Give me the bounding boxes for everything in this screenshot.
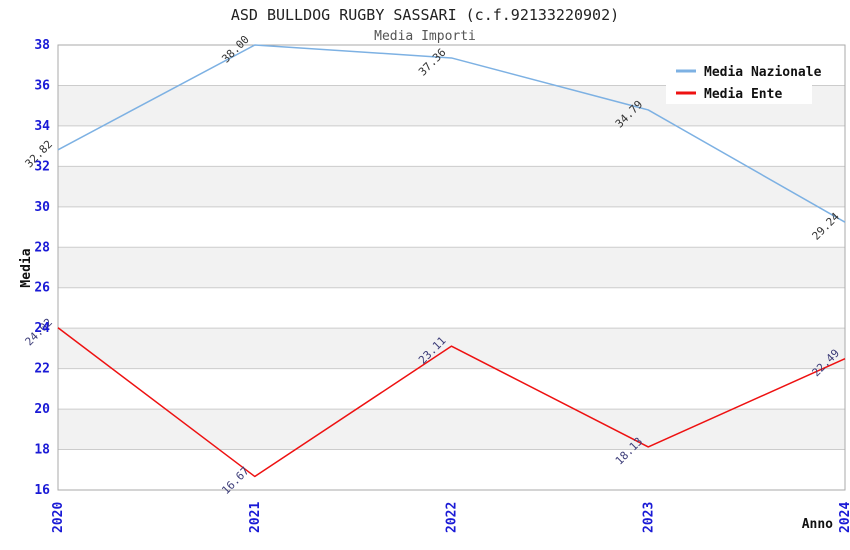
plot-frame: [57, 44, 846, 491]
y-tick-label: 36: [34, 78, 50, 93]
y-tick-label: 24: [34, 321, 50, 336]
plot-band: [58, 287, 845, 329]
y-tick-label: 22: [34, 362, 50, 377]
x-tick-label: 2024: [838, 502, 850, 533]
plot-band: [58, 125, 845, 167]
chart-title: ASD BULLDOG RUGBY SASSARI (c.f.921332209…: [231, 6, 619, 24]
legend-label-media-ente: Media Ente: [704, 87, 782, 102]
y-tick-label: 16: [34, 483, 50, 498]
y-tick-label: 30: [34, 200, 50, 215]
plot-band: [58, 328, 845, 369]
series-layer: [57, 44, 846, 478]
chart-subtitle: Media Importi: [374, 29, 476, 44]
y-tick-label: 20: [34, 402, 50, 417]
frame-layer: [57, 44, 846, 491]
y-tick-label: 28: [34, 240, 50, 255]
plot-band: [58, 206, 845, 248]
plot-band: [58, 449, 845, 490]
y-tick-label: 32: [34, 159, 50, 174]
plot-band: [58, 247, 845, 288]
x-axis-label: Anno: [802, 517, 833, 532]
series-line-media-ente: [57, 327, 846, 478]
series-line-media-nazionale: [57, 44, 846, 223]
y-tick-label: 34: [34, 119, 50, 134]
y-tick-label: 38: [34, 38, 50, 53]
x-tick-label: 2022: [445, 502, 460, 533]
band-layer: [58, 45, 845, 490]
y-axis-label: Media: [19, 248, 34, 287]
plot-band: [58, 409, 845, 450]
plot-band: [58, 166, 845, 207]
legend-box: [666, 54, 812, 104]
legend: Media Nazionale Media Ente: [666, 54, 822, 104]
y-tick-label: 18: [34, 443, 50, 458]
y-tick-label: 26: [34, 281, 50, 296]
plot-band: [58, 368, 845, 410]
legend-label-media-nazionale: Media Nazionale: [704, 65, 822, 80]
x-tick-label: 2021: [248, 502, 263, 533]
x-tick-label: 2020: [51, 502, 66, 533]
x-tick-label: 2023: [641, 502, 656, 533]
